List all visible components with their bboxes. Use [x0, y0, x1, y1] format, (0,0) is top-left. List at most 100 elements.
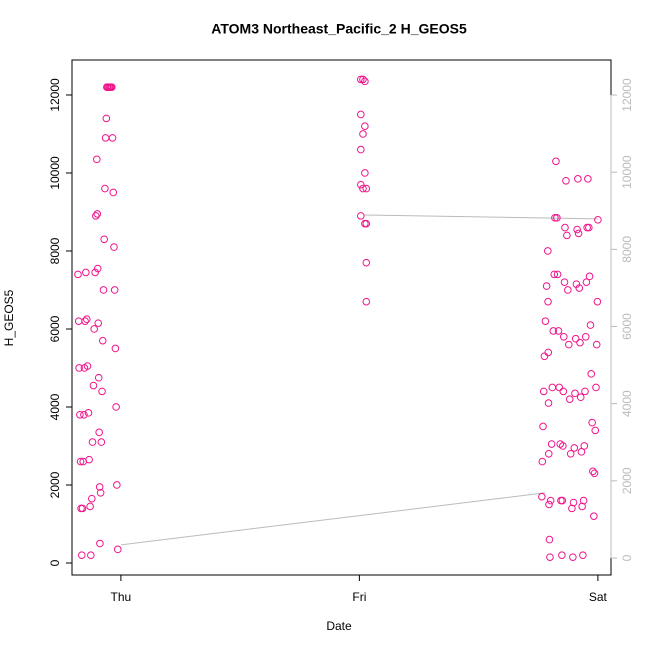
point [109, 188, 118, 197]
point [95, 483, 104, 491]
y2-tick-label: 10000 [620, 155, 634, 189]
point [113, 545, 122, 554]
point [546, 553, 554, 561]
point [359, 130, 367, 138]
point [555, 383, 564, 392]
point [362, 297, 371, 306]
point [86, 502, 94, 511]
point [362, 258, 371, 267]
point [96, 539, 104, 548]
point [362, 184, 371, 193]
y-tick-label: 0 [48, 559, 62, 566]
point [539, 387, 548, 396]
point [78, 504, 87, 513]
point [93, 155, 101, 164]
point [544, 297, 552, 306]
y-tick-label: 4000 [48, 393, 62, 420]
point [540, 352, 549, 361]
point [582, 278, 591, 286]
point [76, 410, 84, 419]
point [559, 332, 568, 341]
point [576, 393, 585, 402]
x-tick-label: Thu [111, 590, 132, 604]
point [558, 551, 566, 559]
point [581, 332, 590, 341]
y2-tick-label: 6000 [620, 313, 634, 340]
point [590, 469, 599, 478]
point [577, 448, 586, 456]
point [576, 338, 584, 347]
point [361, 169, 369, 177]
point [573, 225, 581, 234]
point [96, 488, 105, 497]
point [538, 492, 546, 501]
point [357, 110, 365, 119]
point [82, 315, 91, 324]
point [553, 214, 561, 222]
point [83, 362, 92, 370]
point [592, 383, 600, 392]
point [566, 449, 575, 458]
point [580, 442, 589, 450]
point [571, 334, 580, 343]
point [581, 387, 589, 396]
point [93, 264, 102, 273]
point [77, 551, 86, 559]
point [357, 180, 365, 189]
point [559, 442, 567, 450]
point [99, 286, 108, 294]
y-tick-label: 8000 [48, 237, 62, 264]
point [82, 268, 90, 277]
point [101, 184, 109, 193]
point [563, 231, 571, 240]
line [120, 214, 598, 546]
point [560, 278, 569, 286]
point [585, 272, 594, 281]
point [357, 75, 365, 84]
point [584, 175, 592, 183]
point [575, 284, 584, 292]
point [90, 325, 98, 333]
point [564, 286, 572, 294]
point [98, 336, 107, 345]
point [549, 327, 558, 335]
point [87, 494, 96, 503]
point [112, 403, 120, 411]
y-tick-label: 10000 [48, 156, 62, 190]
point [590, 512, 598, 520]
point [589, 467, 597, 476]
point [559, 387, 568, 396]
point [357, 145, 365, 154]
point [97, 438, 106, 446]
point [574, 175, 582, 183]
y2-tick-label: 12000 [620, 78, 634, 112]
chart-title: ATOM3 Northeast_Pacific_2 H_GEOS5 [211, 21, 467, 37]
point [543, 247, 552, 255]
point [579, 496, 588, 505]
point [558, 496, 567, 505]
point [357, 212, 365, 220]
point [545, 500, 553, 509]
point [564, 340, 573, 349]
point [361, 77, 369, 86]
point [100, 235, 108, 244]
point [554, 327, 563, 335]
point [591, 426, 600, 435]
point [550, 270, 559, 279]
point [588, 418, 596, 427]
point [76, 457, 85, 466]
point [111, 344, 120, 353]
point [91, 268, 99, 277]
point [565, 395, 574, 403]
point [94, 319, 103, 327]
point [539, 422, 547, 431]
point [95, 428, 103, 437]
y-tick-label: 2000 [48, 471, 62, 498]
point [545, 535, 554, 544]
point [80, 410, 88, 419]
y2-tick-label: 8000 [620, 236, 634, 263]
point [110, 286, 119, 294]
point [84, 409, 93, 417]
point [570, 444, 579, 452]
